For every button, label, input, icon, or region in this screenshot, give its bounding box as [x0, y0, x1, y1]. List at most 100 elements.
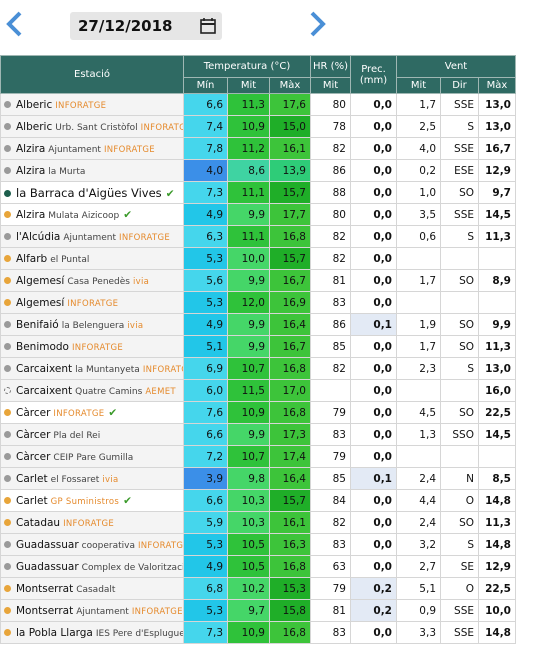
wind-max: 14,8: [478, 621, 516, 644]
station-row[interactable]: Montserrat Casadalt 6,8 10,2 15,3 79 0,2 5,1 O 22…: [0, 577, 516, 600]
temp-mean: 9,7: [227, 599, 270, 622]
temp-min: 7,8: [183, 137, 228, 160]
wind-max: 13,0: [478, 115, 516, 138]
station-cell: GuadassuarcooperativaINFORATGE: [0, 533, 184, 556]
temp-min: 5,3: [183, 291, 228, 314]
station-source: GP Suministros: [50, 496, 120, 507]
status-dot: [4, 255, 11, 262]
station-source: ivia: [102, 474, 119, 485]
next-day[interactable]: [306, 10, 328, 38]
precipitation: 0,0: [350, 247, 397, 270]
station-row[interactable]: Catadau INFORATGE 5,9 10,3 16,1 82 0,0 2,4 SO 11,…: [0, 511, 516, 534]
calendar-icon[interactable]: [200, 18, 216, 34]
station-name: Carcaixent: [16, 362, 73, 375]
header: Prec. (mm): [350, 55, 397, 94]
temp-mean: 9,9: [227, 335, 270, 358]
temp-max: 17,6: [269, 93, 311, 116]
station-detail: Ajuntament: [76, 606, 129, 617]
station-row[interactable]: Alzira Mulata Aizicoop ✔ 4,9 9,9 17,7 80 0,0 3,5…: [0, 203, 516, 226]
wind-max: 22,5: [478, 401, 516, 424]
humidity: 83: [310, 423, 351, 446]
precipitation: 0,0: [350, 225, 397, 248]
precipitation: 0,0: [350, 445, 397, 468]
station-row[interactable]: Benimodo INFORATGE 5,1 9,9 16,7 85 0,0 1,7 SO 11,…: [0, 335, 516, 358]
station-cell: l'Alcúdia Ajuntament INFORATGE: [0, 225, 184, 248]
precipitation: 0,0: [350, 401, 397, 424]
station-row[interactable]: Càrcer Pla del Rei 6,6 9,9 17,3 83 0,0 1,3 SSO 14…: [0, 423, 516, 446]
date-field[interactable]: 27/12/2018: [70, 12, 222, 40]
station-row[interactable]: la Barraca d'Aigües Vives ✔ 7,3 11,1 15,7 88 0…: [0, 181, 516, 204]
station-cell: Algemesí Casa Penedès ivia: [0, 269, 184, 292]
station-row[interactable]: Algemesí INFORATGE 5,3 12,0 16,9 83 0,0: [0, 291, 516, 314]
humidity: 81: [310, 599, 351, 622]
wind-max: 13,0: [478, 93, 516, 116]
wind-mean: [396, 247, 441, 270]
wind-mean: [396, 291, 441, 314]
station-detail: Complex de Valorització de Residus: [81, 562, 183, 573]
station-name: Alzira: [16, 164, 46, 177]
station-source: INFORATGE: [131, 606, 183, 617]
station-row[interactable]: Alberic INFORATGE 6,6 11,3 17,6 80 0,0 1,7 SSE 13…: [0, 93, 516, 116]
station-name: l'Alcúdia: [16, 230, 61, 243]
verified-check: ✔: [123, 208, 133, 221]
header: Estació: [0, 55, 184, 94]
humidity: 78: [310, 115, 351, 138]
station-row[interactable]: GuadassuarcooperativaINFORATGE5,310,516,…: [0, 533, 516, 556]
station-source: INFORATGE: [67, 298, 119, 309]
station-source: INFORATGE: [55, 100, 107, 111]
wind-dir: [440, 291, 479, 314]
station-detail: IES Pere d'Esplugues: [95, 628, 184, 639]
humidity: 80: [310, 93, 351, 116]
station-source: INFORATGE: [119, 232, 171, 243]
humidity: 85: [310, 335, 351, 358]
wind-mean: 4,0: [396, 137, 441, 160]
status-dot: [4, 123, 11, 130]
station-row[interactable]: Càrcer INFORATGE ✔ 7,6 10,9 16,8 79 0,0 4,5 SO 22,…: [0, 401, 516, 424]
station-name: Càrcer: [16, 450, 51, 463]
station-row[interactable]: l'Alcúdia Ajuntament INFORATGE 6,3 11,1 16,8 8…: [0, 225, 516, 248]
temp-min: 6,6: [183, 489, 228, 512]
station-row[interactable]: Carlet GP Suministros ✔ 6,6 10,3 15,7 84 0,0 4,4…: [0, 489, 516, 512]
precipitation: 0,0: [350, 335, 397, 358]
temp-max: 15,8: [269, 599, 311, 622]
temp-mean: 11,1: [227, 181, 270, 204]
wind-mean: [396, 445, 441, 468]
station-source: ivia: [133, 276, 150, 287]
wind-max: 11,3: [478, 225, 516, 248]
humidity: 82: [310, 247, 351, 270]
precipitation: 0,0: [350, 93, 397, 116]
station-row[interactable]: Algemesí Casa Penedès ivia 5,6 9,9 16,7 81 0,0 1…: [0, 269, 516, 292]
station-row[interactable]: Alfarb el Puntal 5,3 10,0 15,7 82 0,0: [0, 247, 516, 270]
station-row[interactable]: Càrcer CEIP Pare Gumilla 7,2 10,7 17,4 79 0,0: [0, 445, 516, 468]
station-detail: la Muntanyeta: [75, 364, 140, 375]
status-dot: [4, 277, 11, 284]
station-row[interactable]: Alzira Ajuntament INFORATGE 7,8 11,2 16,1 82 0,…: [0, 137, 516, 160]
wind-max: 16,7: [478, 137, 516, 160]
station-row[interactable]: Carlet el Fossaret ivia 3,9 9,8 16,4 85 0,1 2,4 N…: [0, 467, 516, 490]
station-detail: la Belenguera: [61, 320, 125, 331]
station-name: Alberic: [16, 98, 53, 111]
station-cell: Montserrat Casadalt: [0, 577, 184, 600]
wind-mean: 1,3: [396, 423, 441, 446]
status-dot: [4, 299, 11, 306]
station-cell: Càrcer INFORATGE ✔: [0, 401, 184, 424]
station-row[interactable]: Alzira la Murta 4,0 8,6 13,9 86 0,0 0,2 ESE 12,9: [0, 159, 516, 182]
status-dot: [4, 321, 11, 328]
wind-mean: 2,4: [396, 511, 441, 534]
station-row[interactable]: Montserrat Ajuntament INFORATGE 5,3 9,7 15,8 8…: [0, 599, 516, 622]
temp-min: 7,4: [183, 115, 228, 138]
prev-day[interactable]: [4, 10, 26, 38]
temp-mean: 10,7: [227, 357, 270, 380]
wind-max: 8,5: [478, 467, 516, 490]
wind-max: 9,9: [478, 313, 516, 336]
station-row[interactable]: Benifaió la Belenguera ivia 4,9 9,9 16,4 86 0,1…: [0, 313, 516, 336]
temp-min: 6,3: [183, 225, 228, 248]
station-source: INFORATGE: [71, 342, 123, 353]
precipitation: 0,0: [350, 137, 397, 160]
station-row[interactable]: la Pobla Llarga IES Pere d'Esplugues 7,3 10…: [0, 621, 516, 644]
station-row[interactable]: Carcaixent Quatre Camins AEMET 6,0 11,5 17,0 0…: [0, 379, 516, 402]
temp-max: 17,4: [269, 445, 311, 468]
